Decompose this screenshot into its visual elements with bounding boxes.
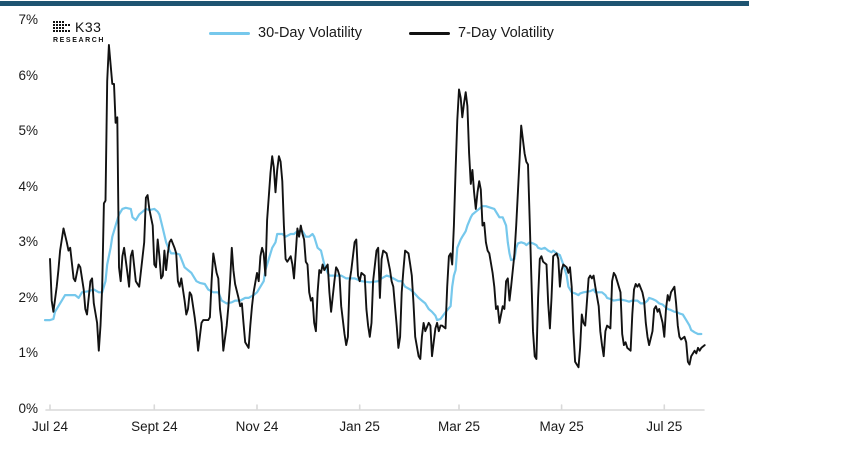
legend-swatch-30d [209,31,250,35]
series-line-30d [43,205,703,336]
legend-swatch-7d [409,31,450,35]
y-tick-label: 5% [18,123,38,139]
y-tick-label: 3% [18,234,38,250]
y-tick-label: 7% [18,12,38,27]
legend-item-30d-volatility: 30-Day Volatility [209,25,362,41]
legend-label-30d: 30-Day Volatility [258,25,362,41]
y-tick-label: 1% [18,345,38,361]
legend-item-7d-volatility: 7-Day Volatility [409,25,554,41]
brand-accent-bar [0,1,749,6]
legend-label-7d: 7-Day Volatility [458,25,554,41]
x-tick-label: Mar 25 [437,419,480,434]
chart-legend: 30-Day Volatility 7-Day Volatility [0,25,857,43]
y-tick-label: 2% [18,289,38,305]
y-tick-label: 0% [18,401,38,416]
x-tick-label: Jul 25 [646,419,683,434]
y-tick-label: 4% [18,178,38,194]
x-tick-label: May 25 [539,419,584,434]
x-axis-line [45,404,705,411]
x-tick-label: Jul 24 [31,419,69,434]
series-line-7d [49,44,706,369]
x-tick-label: Sept 24 [131,419,178,434]
logo-subtitle: RESEARCH [53,37,106,44]
y-tick-label: 6% [18,67,38,83]
x-tick-label: Nov 24 [235,419,279,434]
k33-dots-icon [53,21,70,32]
x-tick-label: Jan 25 [339,419,380,434]
logo-wordmark: K33 [75,19,102,35]
k33-research-logo: K33 RESEARCH [53,20,105,44]
